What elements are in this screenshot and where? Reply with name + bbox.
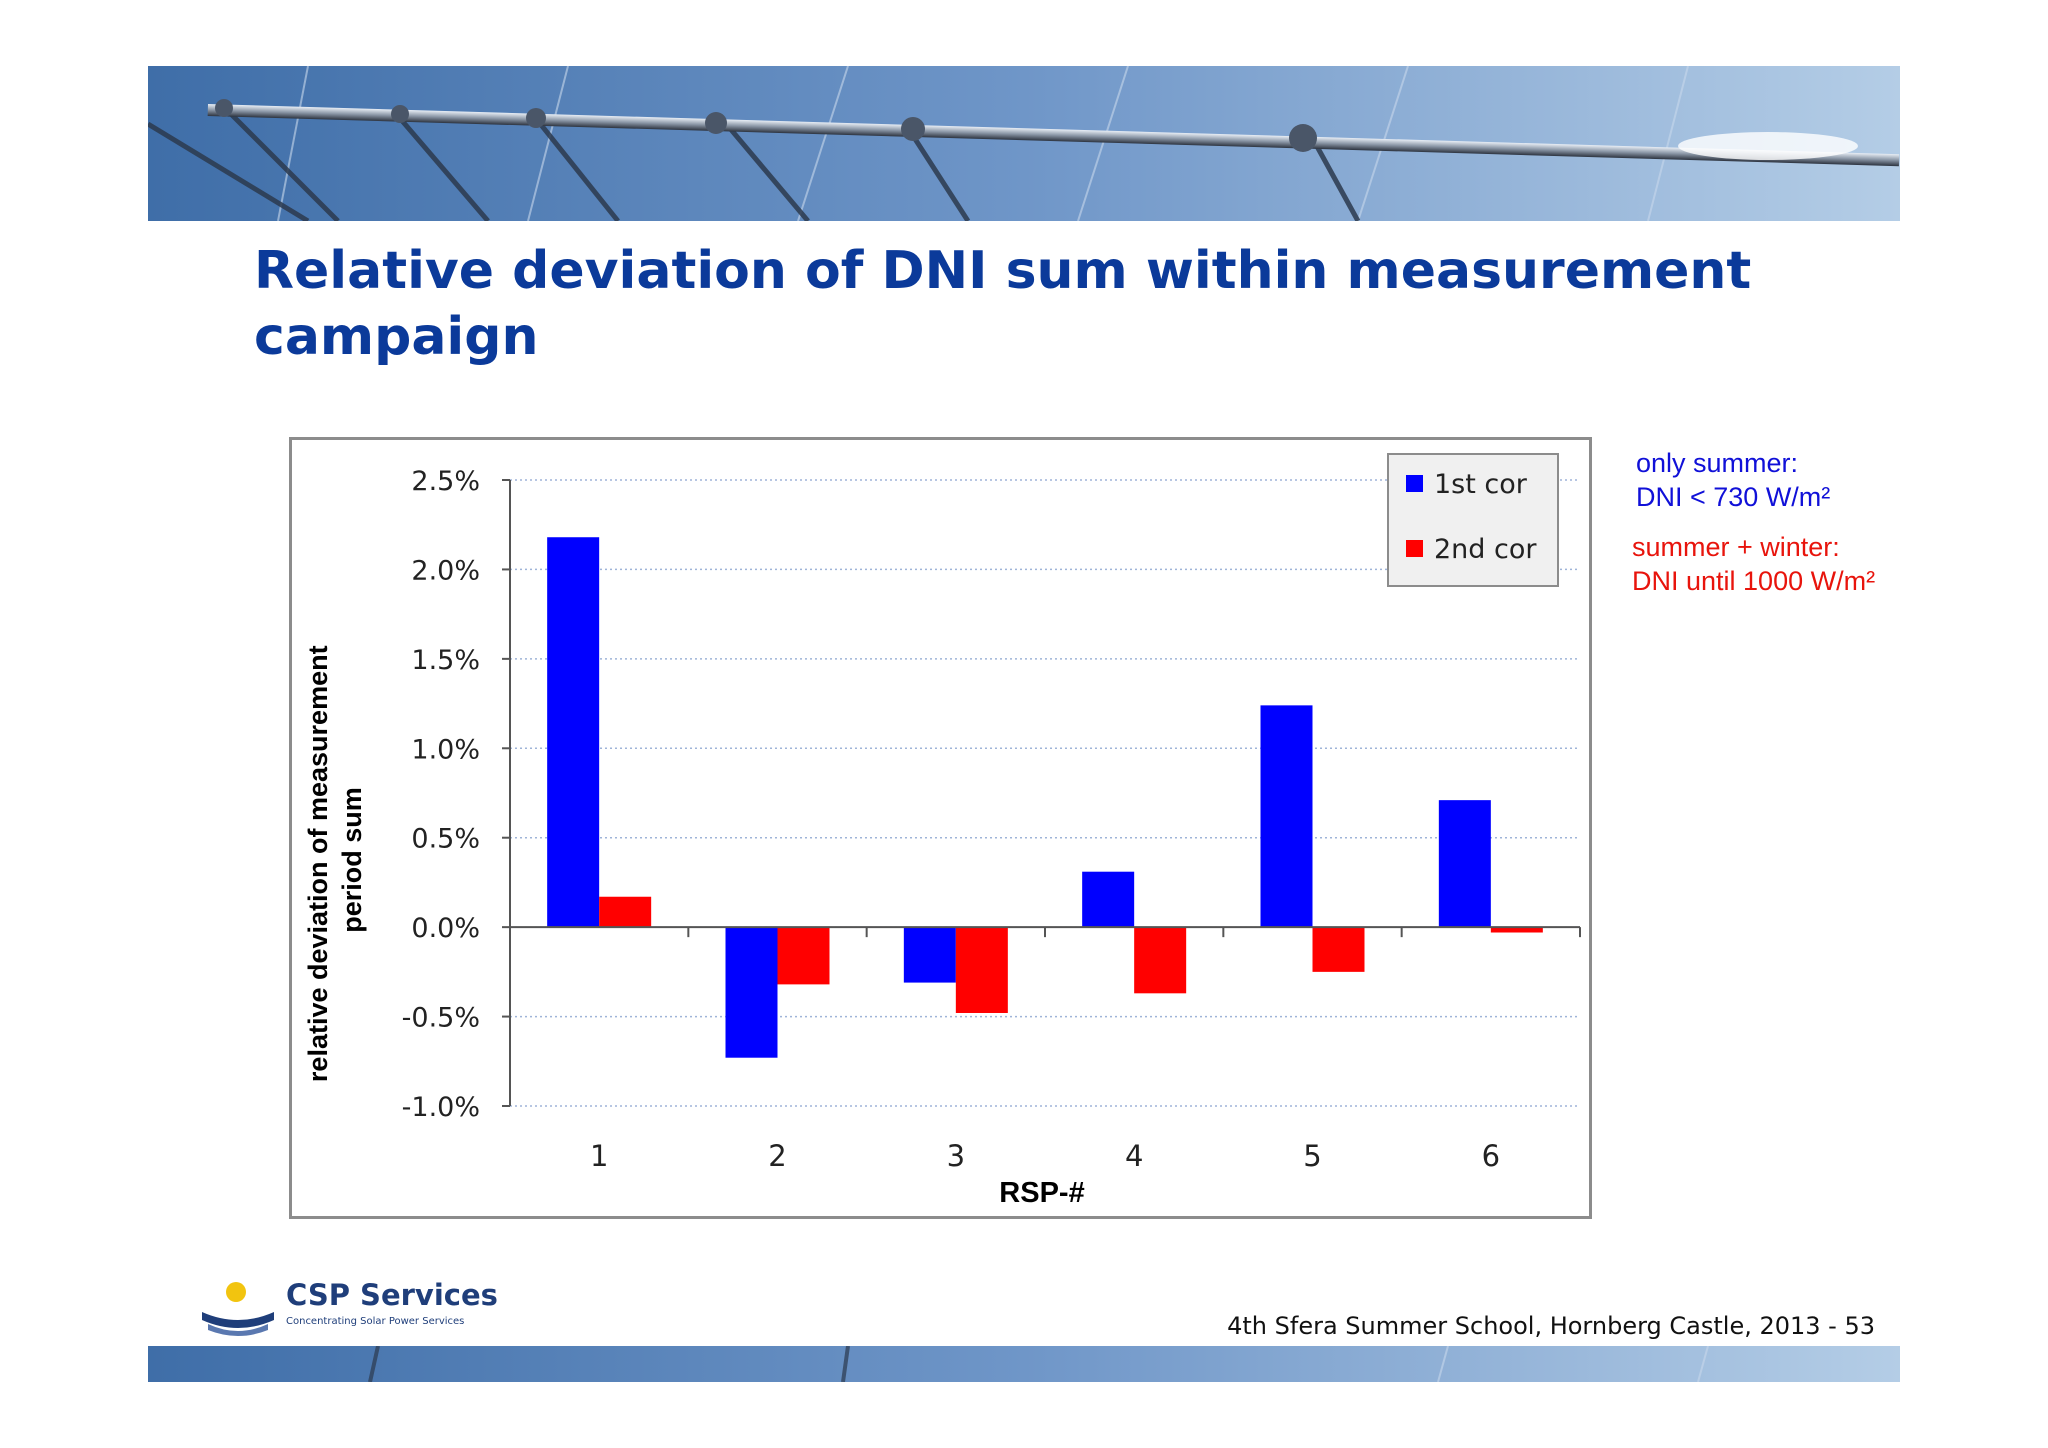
y-tick-label: 2.0% (411, 555, 480, 586)
slide-title: Relative deviation of DNI sum within mea… (254, 241, 1752, 367)
legend-label-2: 2nd cor (1434, 534, 1537, 565)
bar-2-4 (1134, 927, 1187, 994)
bar-1-3 (903, 927, 956, 983)
y-tick-label: 0.5% (411, 824, 480, 855)
footer-banner-image (148, 1346, 1900, 1382)
y-tick-label: 0.0% (411, 913, 480, 944)
logo-name: CSP Services (286, 1278, 498, 1312)
y-tick-label: -1.0% (402, 1092, 480, 1123)
bar-1-4 (1082, 871, 1135, 928)
bar-2-5 (1312, 927, 1365, 972)
y-tick-label: -0.5% (402, 1003, 480, 1034)
chart-legend: 1st cor 2nd cor (1387, 453, 1559, 587)
chart-frame: -1.0% -0.5% 0.0% 0.5% 1.0% 1.5% 2.0% 2.5% 1 2 3 4 5… (289, 437, 1592, 1219)
x-tick-label: 5 (1303, 1139, 1321, 1173)
summer-winter-note-line1: summer + winter: (1632, 532, 1840, 562)
bar-2-2 (777, 927, 830, 985)
bar-2-3 (955, 927, 1008, 1013)
x-tick-label: 2 (768, 1139, 786, 1173)
bar-2-1 (599, 896, 652, 928)
y-axis-label: relative deviation of measurement period… (303, 638, 367, 1082)
logo-sun-icon (202, 1282, 274, 1336)
legend-swatch-1 (1406, 475, 1423, 492)
csp-services-logo: CSP Services Concentrating Solar Power S… (198, 1278, 498, 1340)
x-tick-label: 4 (1125, 1139, 1143, 1173)
summer-note-line1: only summer: (1636, 448, 1799, 478)
legend-swatch-2 (1406, 540, 1423, 557)
bar-1-1 (547, 537, 600, 928)
logo-tagline: Concentrating Solar Power Services (286, 1316, 465, 1327)
summer-note: only summer: DNI < 730 W/m² (1636, 446, 1830, 514)
bar-1-6 (1438, 800, 1491, 928)
y-tick-label: 1.5% (411, 645, 480, 676)
footer-text: 4th Sfera Summer School, Hornberg Castle… (1227, 1312, 1875, 1340)
bar-2-6 (1490, 927, 1543, 933)
bar-1-5 (1260, 705, 1313, 928)
summer-note-line2: DNI < 730 W/m² (1636, 482, 1831, 512)
x-axis-label: RSP-# (999, 1177, 1084, 1209)
x-tick-label: 3 (947, 1139, 965, 1173)
bar-chart: -1.0% -0.5% 0.0% 0.5% 1.0% 1.5% 2.0% 2.5% 1 2 3 4 5… (303, 453, 1581, 1209)
y-tick-label: 1.0% (411, 734, 480, 765)
x-tick-label: 6 (1482, 1139, 1500, 1173)
bar-1-2 (725, 927, 778, 1058)
summer-winter-note: summer + winter: DNI until 1000 W/m² (1632, 530, 1875, 598)
header-banner-image (148, 66, 1900, 221)
y-tick-label: 2.5% (411, 466, 480, 497)
legend-label-1: 1st cor (1434, 469, 1528, 500)
summer-winter-note-line2: DNI until 1000 W/m² (1632, 566, 1876, 596)
x-tick-label: 1 (590, 1139, 608, 1173)
